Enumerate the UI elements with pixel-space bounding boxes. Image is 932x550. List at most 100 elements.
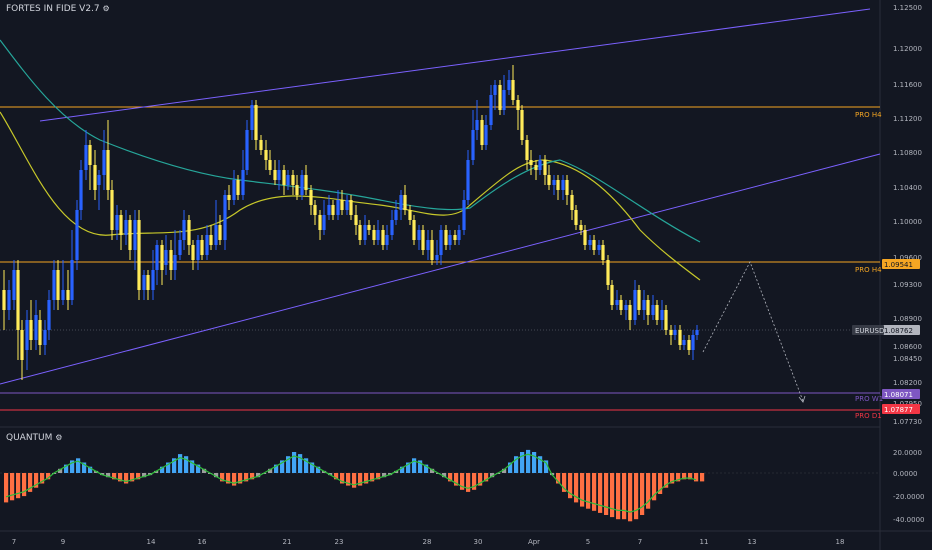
oscillator-bar — [118, 473, 123, 482]
candle-body — [245, 130, 249, 170]
candle-body — [2, 290, 6, 310]
oscillator-bar — [28, 473, 33, 492]
price-tag-box — [882, 404, 920, 414]
oscillator-bar — [628, 473, 633, 522]
oscillator-title[interactable]: QUANTUM ⚙ — [6, 433, 62, 443]
oscillator-bar — [652, 473, 657, 501]
candle-body — [349, 200, 353, 215]
oscillator-bar — [598, 473, 603, 513]
candle-body — [412, 220, 416, 240]
candle-body — [169, 250, 173, 270]
oscillator-bar — [634, 473, 639, 520]
candle-body — [200, 240, 204, 255]
oscillator-bar — [160, 466, 165, 473]
oscillator-bar — [442, 473, 447, 478]
oscillator-bar — [34, 473, 39, 488]
time-tick-label: 9 — [61, 538, 65, 546]
candle-body — [295, 185, 299, 195]
candle-body — [236, 180, 240, 195]
candle-body — [372, 230, 376, 240]
oscillator-settings-icon[interactable]: ⚙ — [55, 433, 63, 442]
price-tag-text: 1.07877 — [884, 406, 913, 414]
oscillator-bar — [274, 464, 279, 473]
candle-body — [579, 225, 583, 230]
candle-body — [336, 200, 340, 215]
candle-body — [498, 85, 502, 110]
key-level-label: PRO W1 — [855, 395, 883, 403]
candle-body — [241, 170, 245, 195]
indicator-name: FORTES IN FIDE V2.7 — [6, 4, 100, 14]
price-tick-label: 1.08600 — [893, 343, 922, 351]
candle-body — [367, 225, 371, 230]
candle-body — [102, 150, 106, 175]
oscillator-bar — [670, 473, 675, 484]
oscillator-bar — [124, 473, 129, 484]
candle-body — [439, 230, 443, 255]
candle-body — [34, 315, 38, 340]
price-tick-label: 1.10800 — [893, 149, 922, 157]
candle-body — [453, 235, 457, 240]
candle-body — [142, 275, 146, 290]
candle-body — [84, 145, 88, 170]
candle-body — [322, 215, 326, 230]
candle-body — [565, 180, 569, 195]
price-tick-label: 1.07730 — [893, 418, 922, 426]
oscillator-bar — [184, 456, 189, 473]
channel-lower-line — [0, 153, 881, 385]
candle-body — [304, 175, 308, 190]
time-tick-label: 11 — [700, 538, 709, 546]
key-level-label: PRO H4 — [855, 266, 882, 274]
settings-icon[interactable]: ⚙ — [102, 4, 110, 13]
oscillator-bar — [4, 473, 9, 503]
indicator-title[interactable]: FORTES IN FIDE V2.7 ⚙ — [6, 4, 110, 14]
oscillator-bar — [658, 473, 663, 494]
candle-body — [209, 235, 213, 245]
candle-body — [52, 270, 56, 300]
candle-body — [88, 145, 92, 165]
oscillator-bar — [418, 460, 423, 473]
oscillator-bar — [304, 458, 309, 473]
time-tick-label: 7 — [12, 538, 16, 546]
oscillator-bar — [532, 452, 537, 473]
oscillator-bar — [346, 473, 351, 486]
oscillator-bar — [664, 473, 669, 488]
candle-body — [75, 210, 79, 260]
candle-body — [254, 105, 258, 140]
oscillator-bar — [22, 473, 27, 497]
candle-body — [12, 270, 16, 300]
candle-body — [426, 240, 430, 250]
candle-body — [646, 300, 650, 315]
oscillator-name: QUANTUM — [6, 433, 53, 443]
oscillator-bar — [196, 464, 201, 473]
candle-body — [43, 330, 47, 345]
candle-body — [597, 245, 601, 250]
candle-body — [570, 195, 574, 210]
oscillator-bar — [178, 454, 183, 473]
oscillator-bar — [334, 473, 339, 480]
oscillator-bar — [238, 473, 243, 484]
time-tick-label: Apr — [528, 538, 540, 546]
oscillator-tick-label: -20.0000 — [893, 493, 924, 501]
oscillator-bar — [352, 473, 357, 488]
candle-body — [610, 285, 614, 305]
oscillator-signal-line — [5, 453, 697, 513]
candle-body — [318, 215, 322, 230]
oscillator-bar — [454, 473, 459, 486]
candle-body — [678, 330, 682, 345]
candle-body — [592, 240, 596, 250]
oscillator-bar — [166, 462, 171, 473]
oscillator-bar — [538, 456, 543, 473]
price-tag-box — [882, 259, 920, 269]
candle-body — [196, 240, 200, 260]
candle-body — [547, 175, 551, 185]
candle-body — [525, 140, 529, 160]
oscillator-bar — [556, 473, 561, 484]
oscillator-bar — [112, 473, 117, 480]
oscillator-bar — [40, 473, 45, 484]
oscillator-bar — [106, 473, 111, 478]
candle-body — [340, 200, 344, 210]
oscillator-bar — [592, 473, 597, 511]
candle-body — [475, 120, 479, 130]
